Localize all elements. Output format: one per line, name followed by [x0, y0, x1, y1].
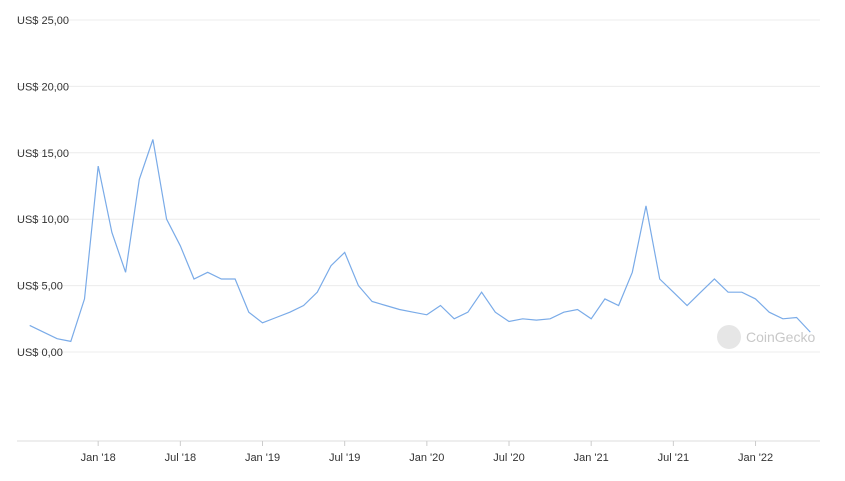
- y-tick-label: US$ 10,00: [17, 214, 69, 226]
- x-tick-label: Jan '21: [574, 452, 609, 464]
- watermark-logo: [717, 325, 741, 349]
- y-tick-label: US$ 5,00: [17, 281, 63, 293]
- x-tick-label: Jan '19: [245, 452, 280, 464]
- price-line: [29, 139, 811, 343]
- y-tick-label: US$ 0,00: [17, 347, 63, 359]
- watermark: CoinGecko: [746, 329, 815, 345]
- x-tick-label: Jan '22: [738, 452, 773, 464]
- x-tick-label: Jul '19: [329, 452, 360, 464]
- x-tick-label: Jul '18: [165, 452, 196, 464]
- y-tick-label: US$ 25,00: [17, 15, 69, 27]
- x-tick-label: Jan '18: [81, 452, 116, 464]
- x-tick-label: Jul '21: [658, 452, 689, 464]
- y-tick-label: US$ 20,00: [17, 81, 69, 93]
- x-tick-label: Jul '20: [493, 452, 524, 464]
- y-tick-label: US$ 15,00: [17, 148, 69, 160]
- x-tick-label: Jan '20: [409, 452, 444, 464]
